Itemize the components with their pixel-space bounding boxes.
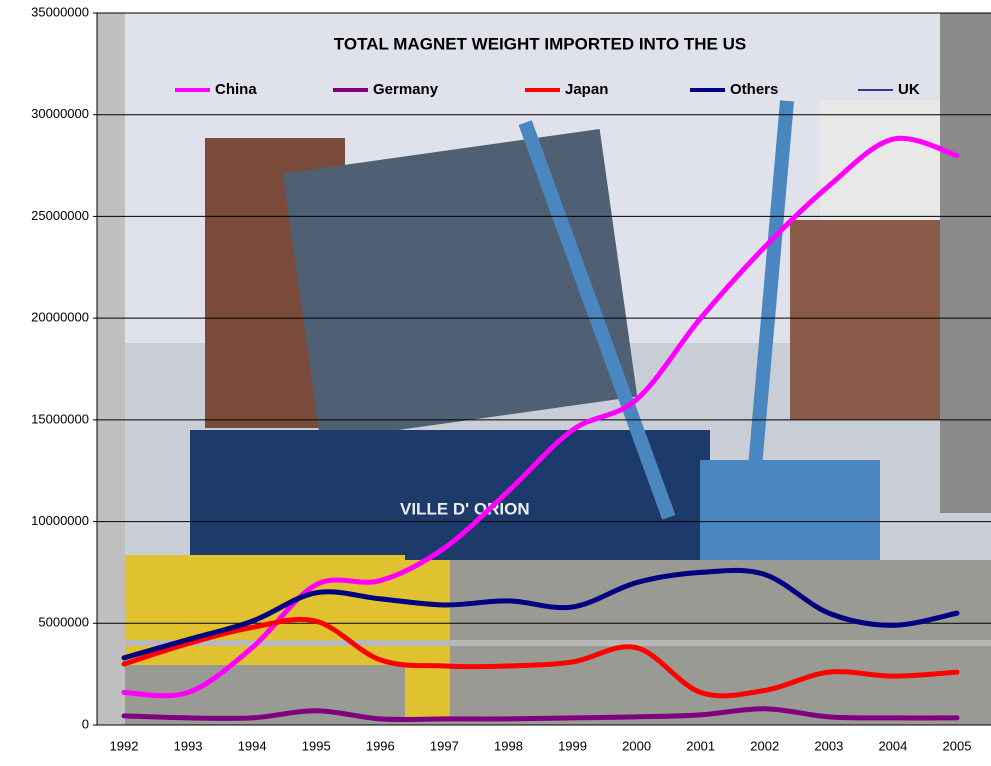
series-line	[121, 135, 960, 699]
x-tick-label: 2004	[878, 738, 907, 753]
x-tick-label: 1998	[494, 738, 523, 753]
background-photo: VILLE D' ORION	[97, 13, 991, 725]
series-line	[121, 706, 960, 722]
y-tick-label: 30000000	[31, 106, 89, 121]
y-tick-label: 5000000	[38, 615, 89, 630]
legend-label: UK	[898, 81, 920, 98]
chart-title: TOTAL MAGNET WEIGHT IMPORTED INTO THE US	[334, 34, 746, 53]
x-tick-label: 2001	[686, 738, 715, 753]
x-tick-label: 1997	[430, 738, 459, 753]
y-tick-label: 0	[82, 716, 89, 731]
legend-label: Germany	[373, 81, 439, 98]
x-tick-label: 2002	[750, 738, 779, 753]
x-tick-label: 1999	[558, 738, 587, 753]
legend-label: China	[215, 81, 257, 98]
y-tick-label: 20000000	[31, 310, 89, 325]
x-tick-label: 1993	[174, 738, 203, 753]
x-tick-label: 1995	[302, 738, 331, 753]
x-tick-label: 1996	[366, 738, 395, 753]
legend-label: Others	[730, 81, 778, 98]
series-line	[121, 616, 960, 699]
svg-text:VILLE D' ORION: VILLE D' ORION	[400, 499, 530, 518]
x-tick-label: 2003	[814, 738, 843, 753]
y-tick-label: 35000000	[31, 4, 89, 19]
y-tick-label: 15000000	[31, 411, 89, 426]
x-tick-label: 1992	[110, 738, 139, 753]
x-tick-label: 1994	[238, 738, 267, 753]
legend-label: Japan	[565, 81, 608, 98]
x-tick-label: 2000	[622, 738, 651, 753]
y-tick-label: 10000000	[31, 513, 89, 528]
x-tick-label: 2005	[943, 738, 972, 753]
series-line	[121, 567, 960, 661]
y-tick-label: 25000000	[31, 208, 89, 223]
